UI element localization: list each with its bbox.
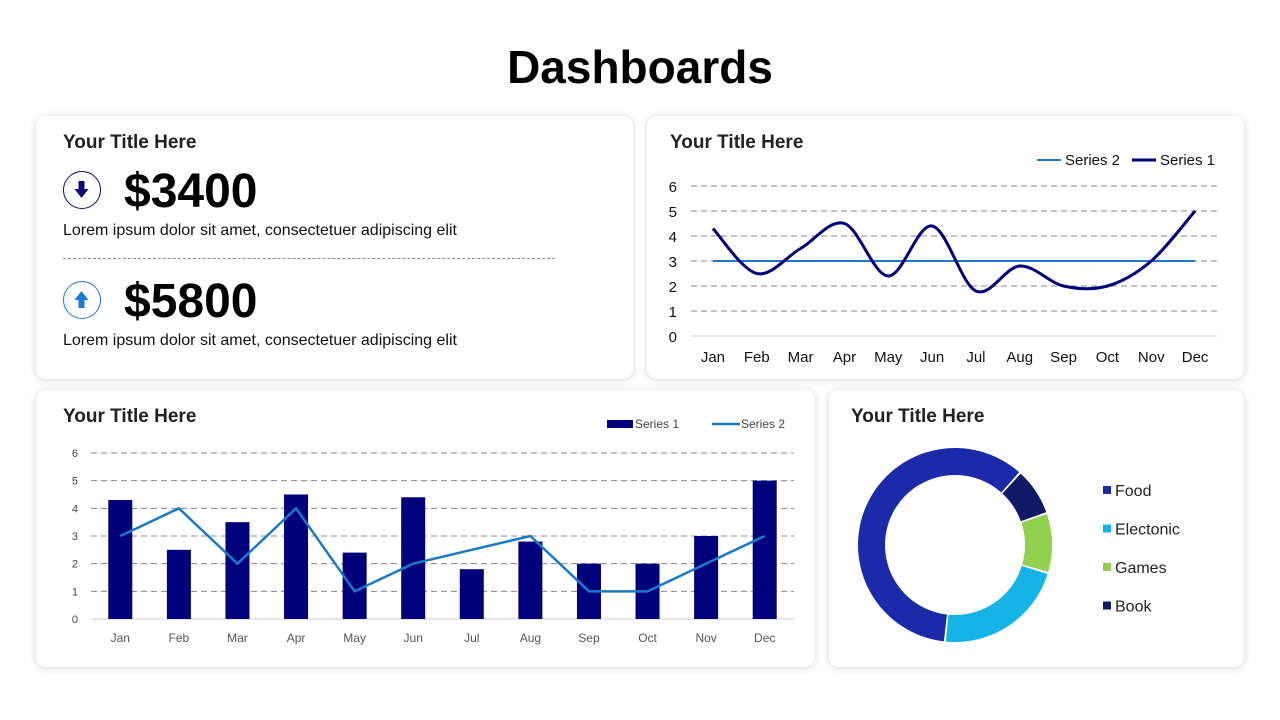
bar-chart-x-tick: Feb	[169, 631, 190, 645]
line-chart-x-tick: Feb	[744, 349, 770, 366]
line-chart-y-tick: 0	[669, 329, 677, 346]
donut-legend-swatch	[1103, 601, 1111, 610]
bar-chart-legend-label: Series 2	[741, 417, 785, 431]
line-chart-x-tick: Mar	[788, 349, 814, 366]
page-title: Dashboards	[507, 41, 773, 93]
line-chart-legend-label: Series 1	[1160, 152, 1215, 169]
line-chart-x-tick: Apr	[833, 349, 856, 366]
line-chart-y-tick: 1	[669, 304, 677, 321]
bar-chart-y-tick: 3	[72, 531, 78, 543]
bar-chart-x-tick: May	[343, 631, 366, 645]
line-chart-x-tick: May	[874, 349, 903, 366]
bar-chart-x-tick: Apr	[287, 631, 306, 645]
bar-chart-x-tick: Aug	[520, 631, 541, 645]
donut-chart-title: Your Title Here	[851, 406, 985, 427]
line-chart-x-tick: Dec	[1182, 349, 1209, 366]
kpi-card: Your Title Here $3400 Lorem ipsum dolor …	[36, 116, 633, 379]
bar-chart: 0 1 2 3 4 5 6 Jan Feb Mar Apr May Jun Jul Aug Sep Oct Nov…	[72, 417, 794, 645]
donut-legend-label: Food	[1115, 483, 1151, 500]
bar-chart-card: Your Title Here 0 1 2 3 4 5 6 Jan Feb Mar Apr May Ju…	[36, 390, 815, 667]
bar-chart-x-tick: Sep	[578, 631, 600, 645]
line-chart-y-tick: 3	[669, 254, 677, 271]
donut-slice-games	[1021, 514, 1052, 573]
donut-slice-food	[858, 448, 1020, 642]
bar-chart-y-tick: 6	[72, 448, 78, 460]
bar-chart-bar	[225, 522, 250, 619]
donut-legend-label: Book	[1115, 599, 1152, 616]
bar-chart-bar	[108, 500, 133, 619]
line-chart-series-1-line	[711, 210, 1197, 294]
bar-chart-y-tick: 0	[72, 614, 78, 626]
line-chart-y-tick: 5	[669, 204, 677, 221]
kpi-description-secondary: Lorem ipsum dolor sit amet, consectetuer…	[63, 332, 457, 349]
arrow-down-icon	[63, 171, 101, 209]
bar-chart-legend-label: Series 1	[635, 417, 679, 431]
donut-slice-book	[1002, 473, 1047, 522]
bar-chart-bar	[694, 536, 719, 619]
line-chart-x-tick: Nov	[1138, 349, 1165, 366]
kpi-card-title: Your Title Here	[63, 132, 197, 153]
bar-chart-x-tick: Mar	[227, 631, 248, 645]
bar-chart-bar	[284, 494, 309, 619]
line-chart: 0 1 2 3 4 5 6 Jan Feb Mar Apr May Jun Jul Aug Sep Oct Nov…	[669, 152, 1217, 366]
line-chart-y-tick: 6	[669, 179, 677, 196]
bar-chart-y-tick: 2	[72, 559, 78, 571]
bar-chart-x-tick: Jul	[464, 631, 479, 645]
donut-legend-swatch	[1103, 563, 1111, 571]
bar-chart-y-tick: 1	[72, 586, 78, 598]
line-chart-x-tick: Jan	[701, 349, 725, 366]
line-chart-x-tick: Jun	[920, 349, 944, 366]
bar-chart-bar	[166, 549, 191, 619]
bar-chart-y-tick: 4	[72, 503, 78, 515]
bar-chart-bar	[401, 497, 426, 619]
bar-chart-legend-swatch	[607, 420, 633, 428]
line-chart-x-tick: Jul	[966, 349, 985, 366]
kpi-description-primary: Lorem ipsum dolor sit amet, consectetuer…	[63, 222, 457, 239]
donut-legend-swatch	[1103, 486, 1111, 494]
bar-chart-x-tick: Oct	[638, 631, 657, 645]
arrow-up-icon	[63, 281, 101, 319]
bar-chart-y-tick: 5	[72, 476, 78, 488]
donut-chart: Food Electonic Games Book	[858, 448, 1180, 642]
line-chart-x-tick: Sep	[1050, 349, 1077, 366]
bar-chart-series-2-line	[119, 506, 766, 593]
bar-chart-bar	[518, 541, 543, 619]
line-chart-legend-label: Series 2	[1065, 152, 1120, 169]
line-chart-x-tick: Aug	[1006, 349, 1033, 366]
kpi-divider	[63, 258, 555, 259]
bar-chart-title: Your Title Here	[63, 406, 197, 427]
line-chart-x-tick: Oct	[1096, 349, 1120, 366]
bar-chart-bar	[752, 480, 777, 619]
donut-legend-label: Games	[1115, 560, 1167, 577]
line-chart-y-tick: 2	[669, 279, 677, 296]
donut-chart-card: Your Title Here Food Electonic Games Book	[829, 390, 1244, 667]
line-chart-title: Your Title Here	[670, 132, 804, 153]
kpi-value-secondary: $5800	[124, 275, 258, 328]
bar-chart-x-tick: Jun	[404, 631, 423, 645]
kpi-value-primary: $3400	[124, 165, 258, 218]
bar-chart-bar	[342, 552, 367, 619]
bar-chart-x-tick: Nov	[695, 631, 716, 645]
bar-chart-x-tick: Dec	[754, 631, 775, 645]
donut-slice-electonic	[945, 565, 1048, 642]
bar-chart-bar	[459, 569, 484, 619]
line-chart-card: Your Title Here 0 1 2 3 4 5 6 Jan Feb Mar Apr May Ju…	[647, 116, 1244, 379]
donut-legend-label: Electonic	[1115, 522, 1180, 539]
bar-chart-x-tick: Jan	[111, 631, 130, 645]
donut-legend-swatch	[1103, 524, 1111, 533]
line-chart-y-tick: 4	[669, 229, 677, 246]
